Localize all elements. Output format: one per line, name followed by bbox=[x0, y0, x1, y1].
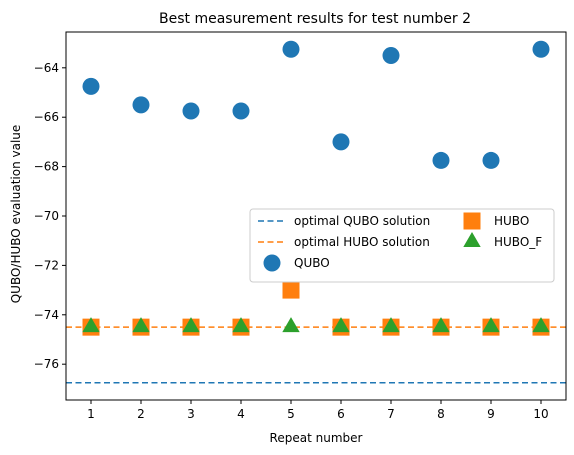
point-qubo-8 bbox=[432, 151, 450, 169]
y-tick-label: −70 bbox=[34, 209, 59, 223]
legend-entry-hubo: HUBO bbox=[463, 212, 529, 230]
point-hubo-f-1 bbox=[82, 317, 100, 333]
point-hubo-f-6 bbox=[332, 317, 350, 333]
x-tick-label: 7 bbox=[387, 407, 395, 421]
x-tick-label: 6 bbox=[337, 407, 345, 421]
axes: 1 2 3 4 5 6 7 8 9 10 −76 −74 −72 −70 −68 −66 −64 bbox=[34, 61, 549, 421]
point-hubo-f-5 bbox=[282, 317, 300, 333]
point-hubo-f-8 bbox=[432, 317, 450, 333]
legend-label: QUBO bbox=[294, 256, 330, 270]
point-qubo-1 bbox=[82, 77, 100, 95]
chart-title: Best measurement results for test number… bbox=[159, 11, 471, 27]
point-hubo-f-7 bbox=[382, 317, 400, 333]
x-tick-label: 2 bbox=[137, 407, 145, 421]
point-hubo-f-10 bbox=[532, 317, 550, 333]
legend-swatch bbox=[263, 254, 281, 272]
point-hubo-f-3 bbox=[182, 317, 200, 333]
legend: optimal QUBO solution optimal HUBO soluti… bbox=[249, 208, 555, 283]
y-axis-label: QUBO/HUBO evaluation value bbox=[9, 125, 23, 304]
y-tick-label: −76 bbox=[34, 357, 59, 371]
point-qubo-7 bbox=[382, 46, 400, 64]
x-tick-label: 8 bbox=[437, 407, 445, 421]
legend-label: optimal QUBO solution bbox=[294, 214, 430, 228]
x-tick-label: 9 bbox=[487, 407, 495, 421]
y-tick-label: −66 bbox=[34, 110, 59, 124]
legend-entry-qubo: QUBO bbox=[263, 254, 330, 272]
legend-label: optimal HUBO solution bbox=[294, 235, 430, 249]
legend-swatch bbox=[463, 212, 481, 230]
point-qubo-10 bbox=[532, 40, 550, 58]
legend-label: HUBO_F bbox=[494, 235, 542, 249]
x-tick-label: 1 bbox=[87, 407, 95, 421]
x-tick-label: 10 bbox=[533, 407, 548, 421]
point-hubo-f-9 bbox=[482, 317, 500, 333]
point-qubo-3 bbox=[182, 102, 200, 120]
point-hubo-5 bbox=[282, 281, 300, 299]
point-qubo-5 bbox=[282, 40, 300, 58]
point-hubo-f-2 bbox=[132, 317, 150, 333]
point-qubo-6 bbox=[332, 133, 350, 151]
y-tick-label: −64 bbox=[34, 61, 59, 75]
y-tick-label: −68 bbox=[34, 160, 59, 174]
legend-label: HUBO bbox=[494, 214, 529, 228]
point-qubo-4 bbox=[232, 102, 250, 120]
legend-swatch bbox=[463, 232, 481, 247]
x-tick-label: 3 bbox=[187, 407, 195, 421]
legend-entry-optimal-hubo-solution: optimal HUBO solution bbox=[258, 235, 430, 249]
x-axis-label: Repeat number bbox=[270, 431, 363, 445]
y-tick-label: −74 bbox=[34, 308, 59, 322]
point-hubo-f-4 bbox=[232, 317, 250, 333]
x-tick-label: 5 bbox=[287, 407, 295, 421]
legend-entry-hubo-f: HUBO_F bbox=[463, 232, 542, 249]
point-qubo-2 bbox=[132, 96, 150, 114]
y-tick-label: −72 bbox=[34, 258, 59, 272]
plot-marks bbox=[66, 40, 566, 384]
point-qubo-9 bbox=[482, 151, 500, 169]
x-tick-label: 4 bbox=[237, 407, 245, 421]
legend-entry-optimal-qubo-solution: optimal QUBO solution bbox=[258, 214, 430, 228]
